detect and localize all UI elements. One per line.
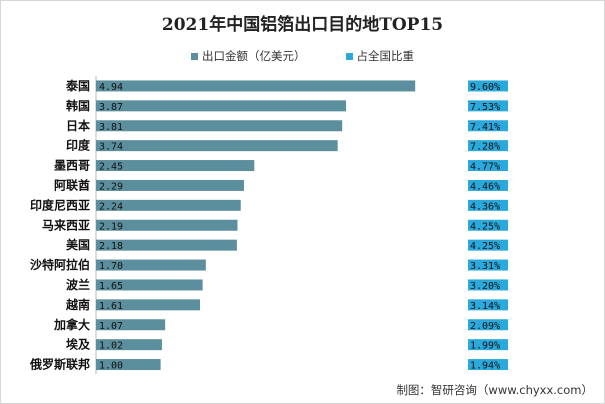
share-box: [468, 219, 508, 231]
legend-label-export-amount: 出口金额（亿美元）: [202, 49, 306, 63]
bar: [96, 359, 161, 371]
share-value-label: 3.31%: [470, 261, 500, 272]
share-value-label: 4.36%: [470, 201, 500, 212]
legend-label-share: 占全国比重: [356, 49, 415, 63]
bar-value-label: 1.07: [99, 321, 123, 332]
share-box: [468, 80, 508, 92]
bar-value-label: 2.45: [99, 162, 123, 173]
share-box: [468, 279, 508, 291]
category-label: 俄罗斯联邦: [29, 357, 90, 372]
legend: 出口金额（亿美元） 占全国比重: [0, 48, 605, 64]
bar-value-label: 2.18: [99, 241, 123, 252]
share-value-label: 2.09%: [470, 321, 500, 332]
bar-value-label: 3.87: [99, 102, 123, 113]
category-label: 波兰: [66, 277, 90, 292]
bar: [96, 199, 241, 211]
bar: [96, 179, 244, 191]
category-label: 马来西亚: [42, 217, 90, 232]
bar: [96, 339, 162, 351]
share-value-label: 3.14%: [470, 301, 500, 312]
bar-value-label: 2.19: [99, 221, 123, 232]
share-box: [468, 299, 508, 311]
share-value-label: 3.20%: [470, 281, 500, 292]
category-label: 越南: [65, 297, 90, 312]
share-value-label: 4.25%: [470, 221, 500, 232]
share-box: [468, 179, 508, 191]
bar: [96, 279, 203, 291]
share-value-label: 7.41%: [470, 122, 500, 133]
bar: [96, 319, 166, 331]
category-label: 美国: [66, 237, 90, 252]
bar: [96, 140, 338, 152]
category-label: 泰国: [65, 78, 90, 93]
bar: [96, 80, 416, 92]
share-value-label: 7.28%: [470, 142, 500, 153]
category-label: 沙特阿拉伯: [30, 257, 90, 272]
share-box: [468, 199, 508, 211]
bar-value-label: 3.81: [99, 122, 123, 133]
share-box: [468, 100, 508, 112]
bar: [96, 100, 347, 112]
share-box: [468, 319, 508, 331]
bar-value-label: 1.00: [99, 361, 123, 372]
category-label: 印度尼西亚: [30, 197, 90, 212]
legend-swatch-share: [345, 52, 353, 60]
bar-value-label: 3.74: [99, 142, 123, 153]
category-label: 加拿大: [53, 317, 90, 332]
bar-value-label: 1.65: [99, 281, 123, 292]
share-value-label: 7.53%: [470, 102, 500, 113]
share-value-label: 9.60%: [470, 82, 500, 93]
share-value-label: 4.77%: [470, 162, 500, 173]
category-label: 印度: [66, 138, 91, 153]
bar: [96, 120, 343, 132]
bar-value-label: 1.61: [99, 301, 123, 312]
share-value-label: 1.94%: [470, 361, 500, 372]
share-value-label: 4.46%: [470, 181, 500, 192]
share-box: [468, 160, 508, 172]
share-box: [468, 259, 508, 271]
share-value-label: 1.99%: [470, 341, 500, 352]
bar-value-label: 1.70: [99, 261, 123, 272]
share-box: [468, 339, 508, 351]
legend-item-share: 占全国比重: [345, 48, 415, 64]
category-label: 阿联酋: [54, 177, 90, 192]
bar: [96, 219, 238, 231]
category-label: 日本: [66, 118, 90, 133]
bar: [96, 239, 237, 251]
legend-item-export-amount: 出口金额（亿美元）: [191, 48, 306, 64]
chart-title: 2021年中国铝箔出口目的地TOP15: [161, 15, 444, 35]
share-box: [468, 359, 508, 371]
category-label: 墨西哥: [54, 159, 90, 173]
bar: [96, 160, 255, 172]
bar-value-label: 4.94: [99, 82, 123, 93]
category-label: 韩国: [66, 98, 90, 113]
bar-value-label: 1.02: [99, 341, 123, 352]
source-note: 制图：智研咨询（www.chyxx.com）: [396, 383, 593, 397]
legend-swatch-export-amount: [191, 52, 198, 60]
share-value-label: 4.25%: [470, 241, 500, 252]
share-box: [468, 120, 508, 132]
category-label: 埃及: [66, 337, 91, 352]
share-box: [468, 140, 508, 152]
bar-value-label: 2.24: [99, 201, 123, 212]
bar: [96, 259, 206, 271]
bar: [96, 299, 201, 311]
bar-value-label: 2.29: [99, 181, 123, 192]
share-box: [468, 239, 508, 251]
